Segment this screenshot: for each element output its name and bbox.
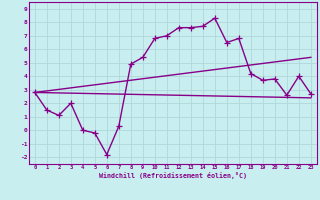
X-axis label: Windchill (Refroidissement éolien,°C): Windchill (Refroidissement éolien,°C) [99, 172, 247, 179]
